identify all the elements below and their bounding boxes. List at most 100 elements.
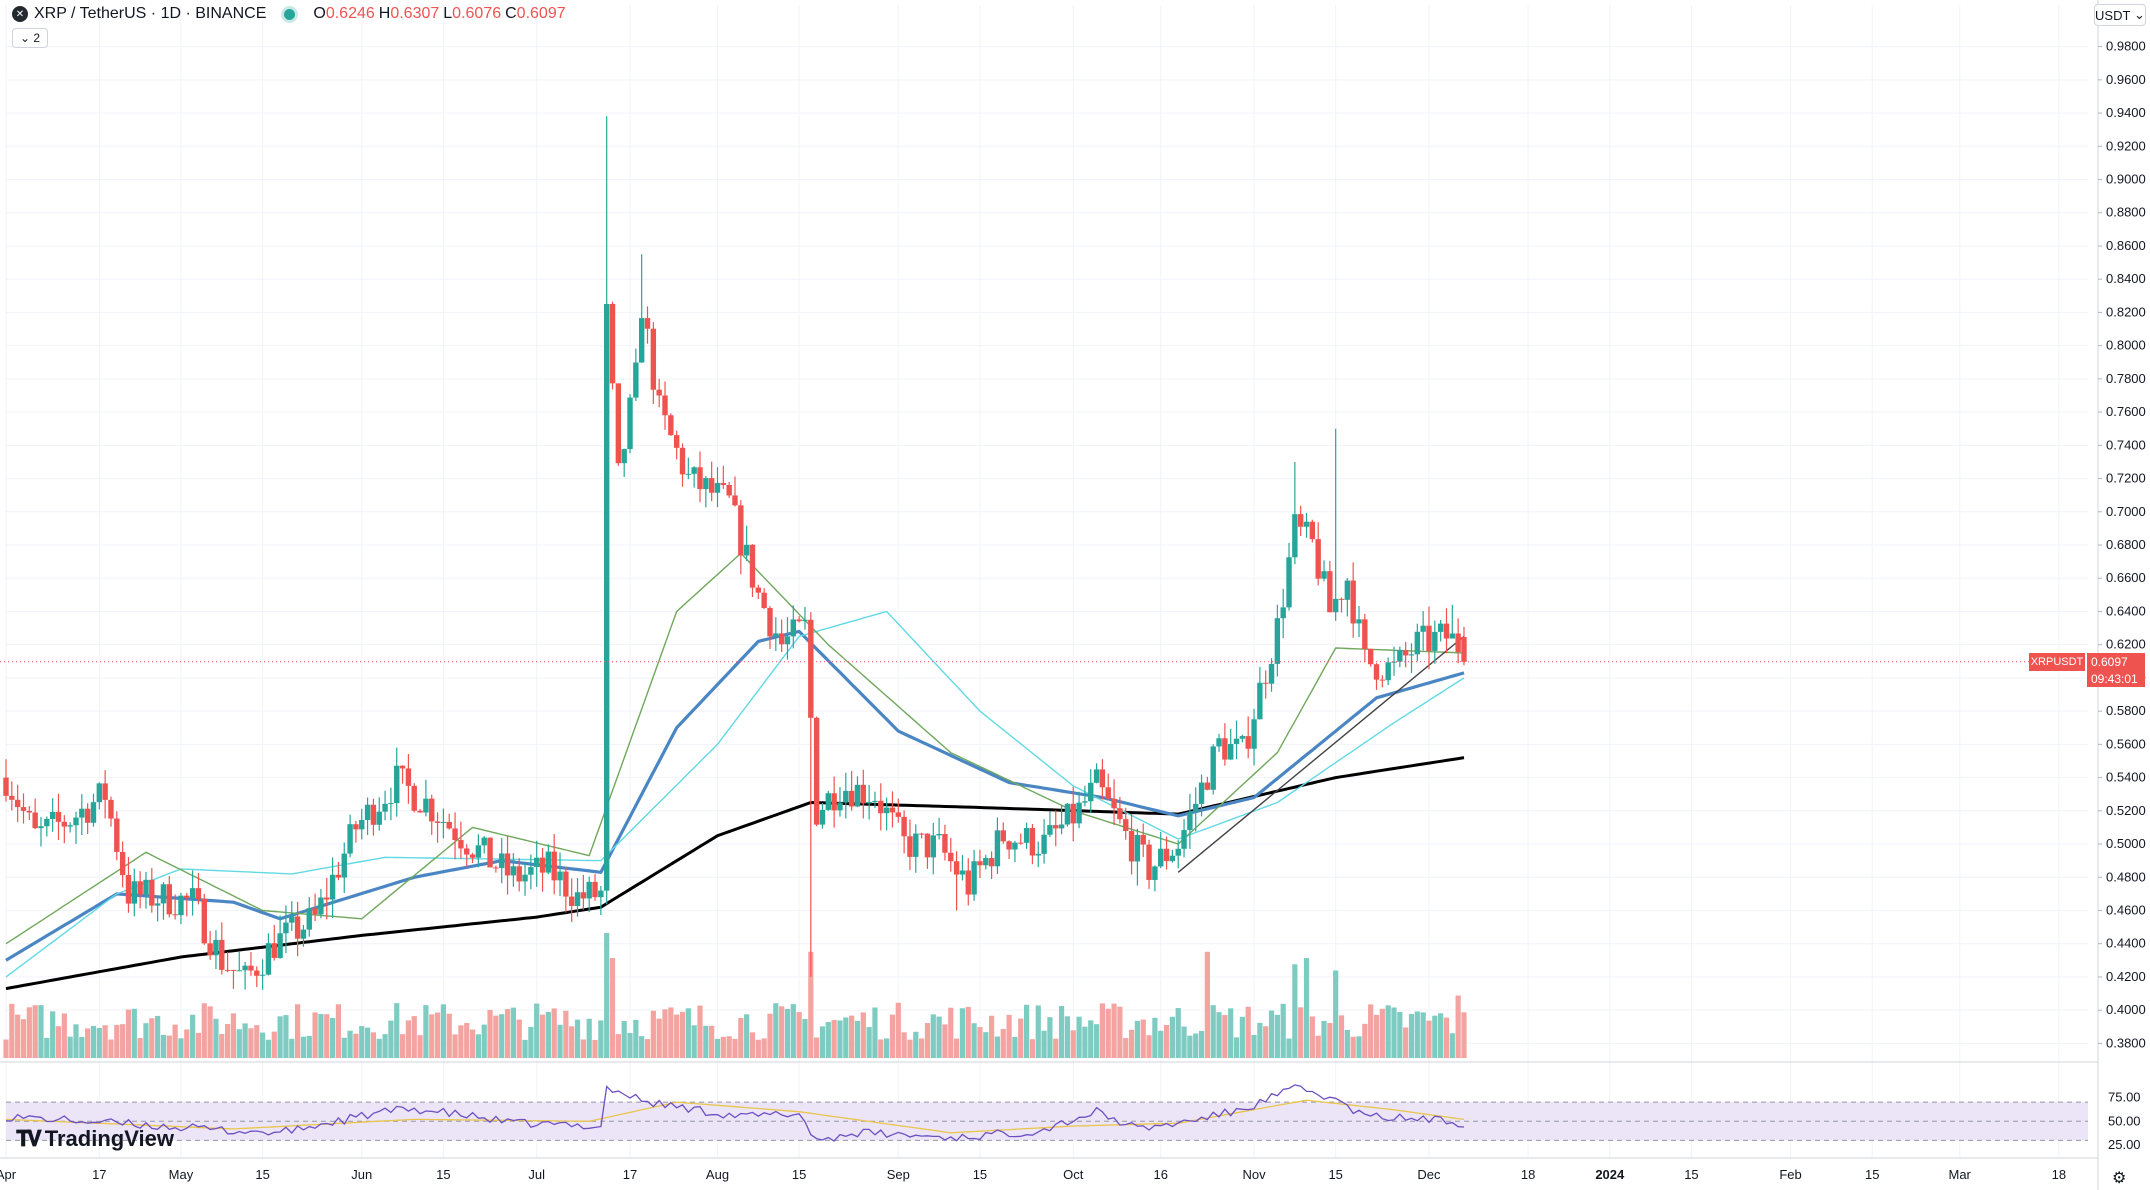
volume-bar (1047, 1017, 1053, 1058)
candle (1449, 604, 1456, 639)
time-axis-label: 15 (792, 1167, 806, 1182)
candle (61, 815, 68, 844)
candle (609, 301, 616, 390)
time-axis-label: 15 (1328, 1167, 1342, 1182)
candle (417, 809, 423, 813)
high-label: H (378, 5, 391, 22)
candle (1105, 773, 1111, 800)
candle (784, 617, 791, 660)
price-axis-label: 0.6200 (2106, 637, 2146, 652)
candle (1420, 610, 1426, 651)
price-axis-label: 0.5200 (2106, 803, 2146, 818)
candle-body (125, 875, 132, 904)
candle-body (207, 943, 213, 956)
candle-body (1327, 571, 1333, 613)
time-axis-label: 15 (1684, 1167, 1698, 1182)
candle (557, 852, 563, 897)
candle-body (370, 804, 377, 825)
candle-body (901, 816, 907, 837)
candle (726, 481, 732, 498)
candle-body (67, 825, 73, 827)
tradingview-logo[interactable]: 𝐓𝐕 TradingView (16, 1126, 174, 1152)
candle-body (108, 799, 114, 819)
price-axis-label: 0.7000 (2106, 504, 2146, 519)
candle-body (388, 803, 394, 805)
candle-body (143, 879, 149, 895)
volume-bar (872, 1007, 878, 1058)
volume-bar (709, 1025, 715, 1058)
candle (1437, 619, 1444, 642)
candle-body (469, 854, 476, 858)
volume-bar (866, 1027, 872, 1058)
candle (1123, 807, 1129, 840)
time-axis-label: 15 (1865, 1167, 1879, 1182)
candle (312, 893, 318, 922)
candle (965, 858, 971, 906)
volume-bar (73, 1024, 79, 1058)
candle-body (726, 485, 732, 496)
volume-bar (172, 1024, 178, 1058)
candle-body (1111, 798, 1117, 809)
candle (184, 892, 190, 917)
candle-body (650, 328, 657, 390)
symbol-header[interactable]: ✕ XRP / TetherUS · 1D · BINANCE O 0.6246 … (12, 4, 566, 24)
candle (277, 915, 283, 959)
volume-bar (1105, 1008, 1111, 1058)
volume-bar (155, 1015, 161, 1058)
candle (79, 794, 85, 836)
candle (994, 817, 1001, 875)
price-axis-label: 0.5800 (2106, 703, 2146, 718)
candle (825, 790, 832, 811)
volume-bar (50, 1011, 56, 1058)
candle (434, 812, 441, 843)
time-axis-label: 15 (973, 1167, 987, 1182)
volume-bar (382, 1034, 388, 1058)
volume-bar (1449, 1033, 1455, 1058)
candle (691, 466, 697, 488)
candle (1356, 606, 1362, 638)
candle-body (493, 867, 499, 869)
candle (9, 781, 15, 811)
candle-body (831, 793, 837, 811)
candle (1391, 646, 1397, 676)
gear-icon[interactable]: ⚙ (2112, 1170, 2127, 1187)
candle-body (1123, 819, 1129, 831)
candle (499, 837, 505, 884)
symbol-title[interactable]: XRP / TetherUS · 1D · BINANCE (34, 5, 267, 22)
candle-body (347, 824, 353, 854)
candle (878, 783, 884, 831)
candle-body (1193, 803, 1199, 812)
candle-body (1414, 631, 1421, 655)
candle-body (504, 853, 511, 876)
candle-body (405, 768, 412, 786)
candle-body (312, 908, 318, 915)
volume-bar (685, 1008, 691, 1058)
candle (837, 787, 843, 817)
candle-body (522, 874, 528, 882)
candle-body (1350, 580, 1356, 624)
candle (1426, 606, 1432, 670)
candle-body (26, 810, 33, 813)
candle (289, 901, 295, 931)
candle (913, 824, 919, 873)
candle-body (988, 858, 995, 867)
candle-body (936, 833, 942, 836)
volume-bar (1111, 1003, 1117, 1058)
volume-bar (1286, 1038, 1292, 1058)
candle (1041, 819, 1047, 864)
volume-bar (1309, 1016, 1315, 1058)
candle (586, 876, 592, 913)
indicator-collapse-button[interactable]: ⌄ 2 (12, 28, 48, 48)
volume-bar (254, 1025, 260, 1058)
currency-select[interactable]: USDT ⌄ (2094, 4, 2146, 26)
candle-body (1058, 824, 1065, 829)
volume-bar (370, 1032, 377, 1058)
candle (889, 791, 896, 828)
candle (574, 878, 581, 917)
close-value: 0.6097 (516, 5, 566, 22)
volume-bar (1012, 1036, 1018, 1058)
candle (767, 606, 773, 649)
candle-body (1088, 782, 1094, 802)
